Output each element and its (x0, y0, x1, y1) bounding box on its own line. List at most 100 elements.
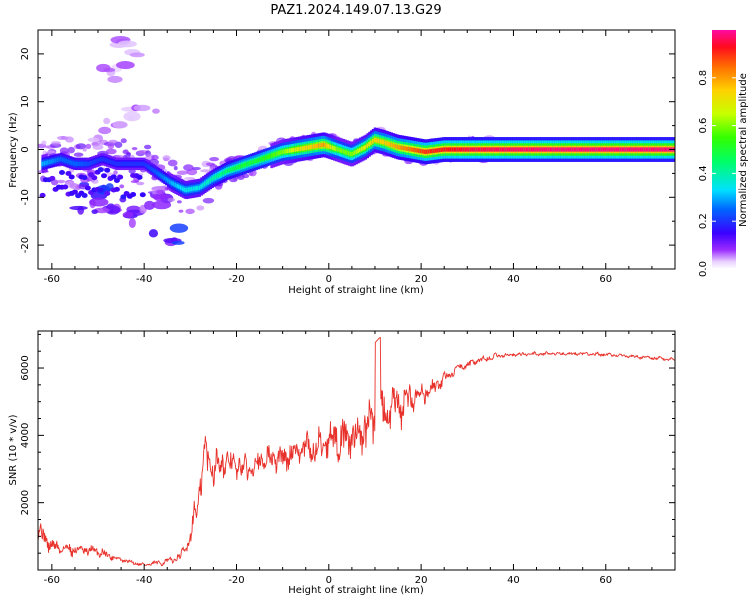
spectrogram-ridge-cell (316, 143, 320, 148)
snr-ytick-label: 4000 (20, 423, 31, 448)
spectrogram-ridge-cell (573, 147, 576, 152)
spectrogram-ridge-cell (591, 147, 595, 152)
spectrogram-ridge-cell (490, 147, 493, 152)
spectrogram-band (81, 175, 88, 181)
spectrogram-ridge-cell (45, 160, 48, 166)
spectrogram-patch (69, 205, 88, 211)
spectrogram-ridge-cell (499, 147, 502, 152)
spectrogram-ridge-cell (126, 161, 129, 166)
spectrogram-ridge-cell (624, 147, 628, 152)
spectrogram-ridge-cell (257, 158, 261, 163)
spectrogram-ridge-cell (447, 147, 451, 152)
spectrogram-ridge-cell (283, 149, 286, 154)
spectrogram-ridge-cell (281, 149, 285, 155)
spectrogram-patch (123, 111, 141, 122)
spectrogram-ridge-cell (349, 151, 353, 157)
spectrogram-ridge-cell (647, 147, 650, 152)
spectrogram-ridge-cell (382, 140, 386, 145)
spectrogram-ridge-cell (377, 138, 381, 144)
spectrogram-haze (176, 200, 182, 204)
spectrogram-ridge-cell (466, 147, 469, 152)
spectrogram-patch (148, 229, 159, 238)
spectrogram-ridge-cell (434, 148, 438, 153)
spectrogram-haze (173, 165, 178, 171)
spectrogram-patch (98, 126, 112, 135)
spectrogram-ridge-cell (621, 147, 624, 152)
colorbar-label: Normalized spectral amplitude (738, 73, 749, 227)
spectrogram-ridge-cell (128, 161, 131, 166)
spectrogram-ridge-cell (429, 149, 432, 154)
spectrogram-ridge-cell (93, 159, 96, 165)
spectrogram-band (39, 192, 46, 198)
spectrogram-haze (200, 169, 212, 173)
spectrogram-ridge-cell (637, 147, 641, 152)
spectrogram-ridge-cell (453, 147, 456, 152)
spectrogram-ridge-cell (397, 145, 401, 150)
spectrogram-ridge-cell (59, 156, 63, 162)
spectrogram-ridge-cell (309, 144, 312, 150)
spectrogram-ridge-cell (253, 159, 257, 164)
spectrogram-ridge-cell (344, 149, 347, 155)
spectrogram-ridge-cell (299, 146, 303, 151)
spectrogram-patch (122, 211, 134, 218)
spectrogram-haze (73, 152, 84, 157)
spectrogram-ridge-cell (220, 171, 224, 177)
spectrogram-ridge-cell (501, 147, 504, 152)
spectrogram-ridge-cell (626, 147, 630, 152)
spectrogram-haze (92, 144, 104, 150)
spectrogram-ridge-cell (517, 147, 521, 152)
spectrogram-ridge-cell (659, 147, 663, 152)
spectrogram-ridge-cell (445, 147, 449, 152)
spectrogram-patch (91, 209, 98, 215)
spectrogram-ridge-cell (648, 147, 652, 152)
spectrogram-ridge-cell (543, 147, 547, 152)
spectrogram-ridge-cell (346, 150, 349, 155)
spectrogram-ridge-cell (663, 147, 667, 152)
spectrogram-ridge-cell (515, 147, 519, 152)
spectrogram-haze (136, 181, 145, 186)
spectrogram-ridge-cell (347, 151, 351, 156)
spectrogram-ridge-cell (469, 147, 473, 152)
spectrogram-patch (116, 61, 135, 70)
spectrogram-ridge-cell (362, 145, 366, 151)
spectrogram-ridge-cell (240, 163, 244, 169)
spectrogram-ridge-cell (80, 161, 83, 166)
spectrogram-ridge-cell (523, 147, 526, 152)
spectrogram-ridge-cell (122, 161, 126, 166)
spectrogram-haze (242, 173, 250, 179)
spectrogram-ridge-cell (619, 147, 622, 152)
spectrogram-ridge-cell (416, 148, 419, 153)
spectrogram-ridge-cell (48, 159, 52, 165)
spectrogram-patch (144, 200, 155, 210)
spectrogram-ridge-cell (486, 147, 489, 152)
spectrogram-ridge-cell (262, 156, 266, 161)
spectrogram-ridge-cell (562, 147, 565, 152)
spectrogram-ridge-cell (104, 157, 107, 163)
spectrogram-band (97, 187, 104, 193)
spectrogram-ridge-cell (124, 161, 128, 166)
spectrogram-ridge-cell (307, 145, 310, 150)
spectrogram-ridge-cell (100, 157, 104, 162)
spectrogram-ridge-cell (194, 186, 198, 191)
spectrogram-ridge-cell (170, 180, 174, 186)
spectrogram-ridge-cell (76, 161, 80, 166)
spectrogram-ridge-cell (586, 147, 589, 152)
spectrogram-ridge-cell (510, 147, 513, 152)
spectrogram-ridge-cell (72, 161, 76, 166)
spectrogram-ridge-cell (541, 147, 545, 152)
spectrogram-ridge-cell (43, 161, 46, 166)
spectrogram-ridge-cell (493, 147, 497, 152)
spectrogram-ridge-cell (334, 146, 338, 152)
spectrogram-haze (125, 152, 131, 159)
spectrogram-haze (144, 144, 152, 150)
spectrogram-ridge-cell (82, 161, 85, 166)
spectrogram-ridge-cell (645, 147, 648, 152)
spectrogram-ridge-cell (242, 163, 246, 168)
spectrogram-ridge-cell (50, 159, 54, 164)
spectrogram-ridge-cell (395, 144, 399, 149)
spectrogram-ridge-cell (91, 160, 94, 165)
spectrogram-ridge-cell (322, 142, 325, 148)
spec-xtick-label: -40 (136, 274, 152, 285)
spectrogram-ridge-cell (353, 150, 357, 155)
